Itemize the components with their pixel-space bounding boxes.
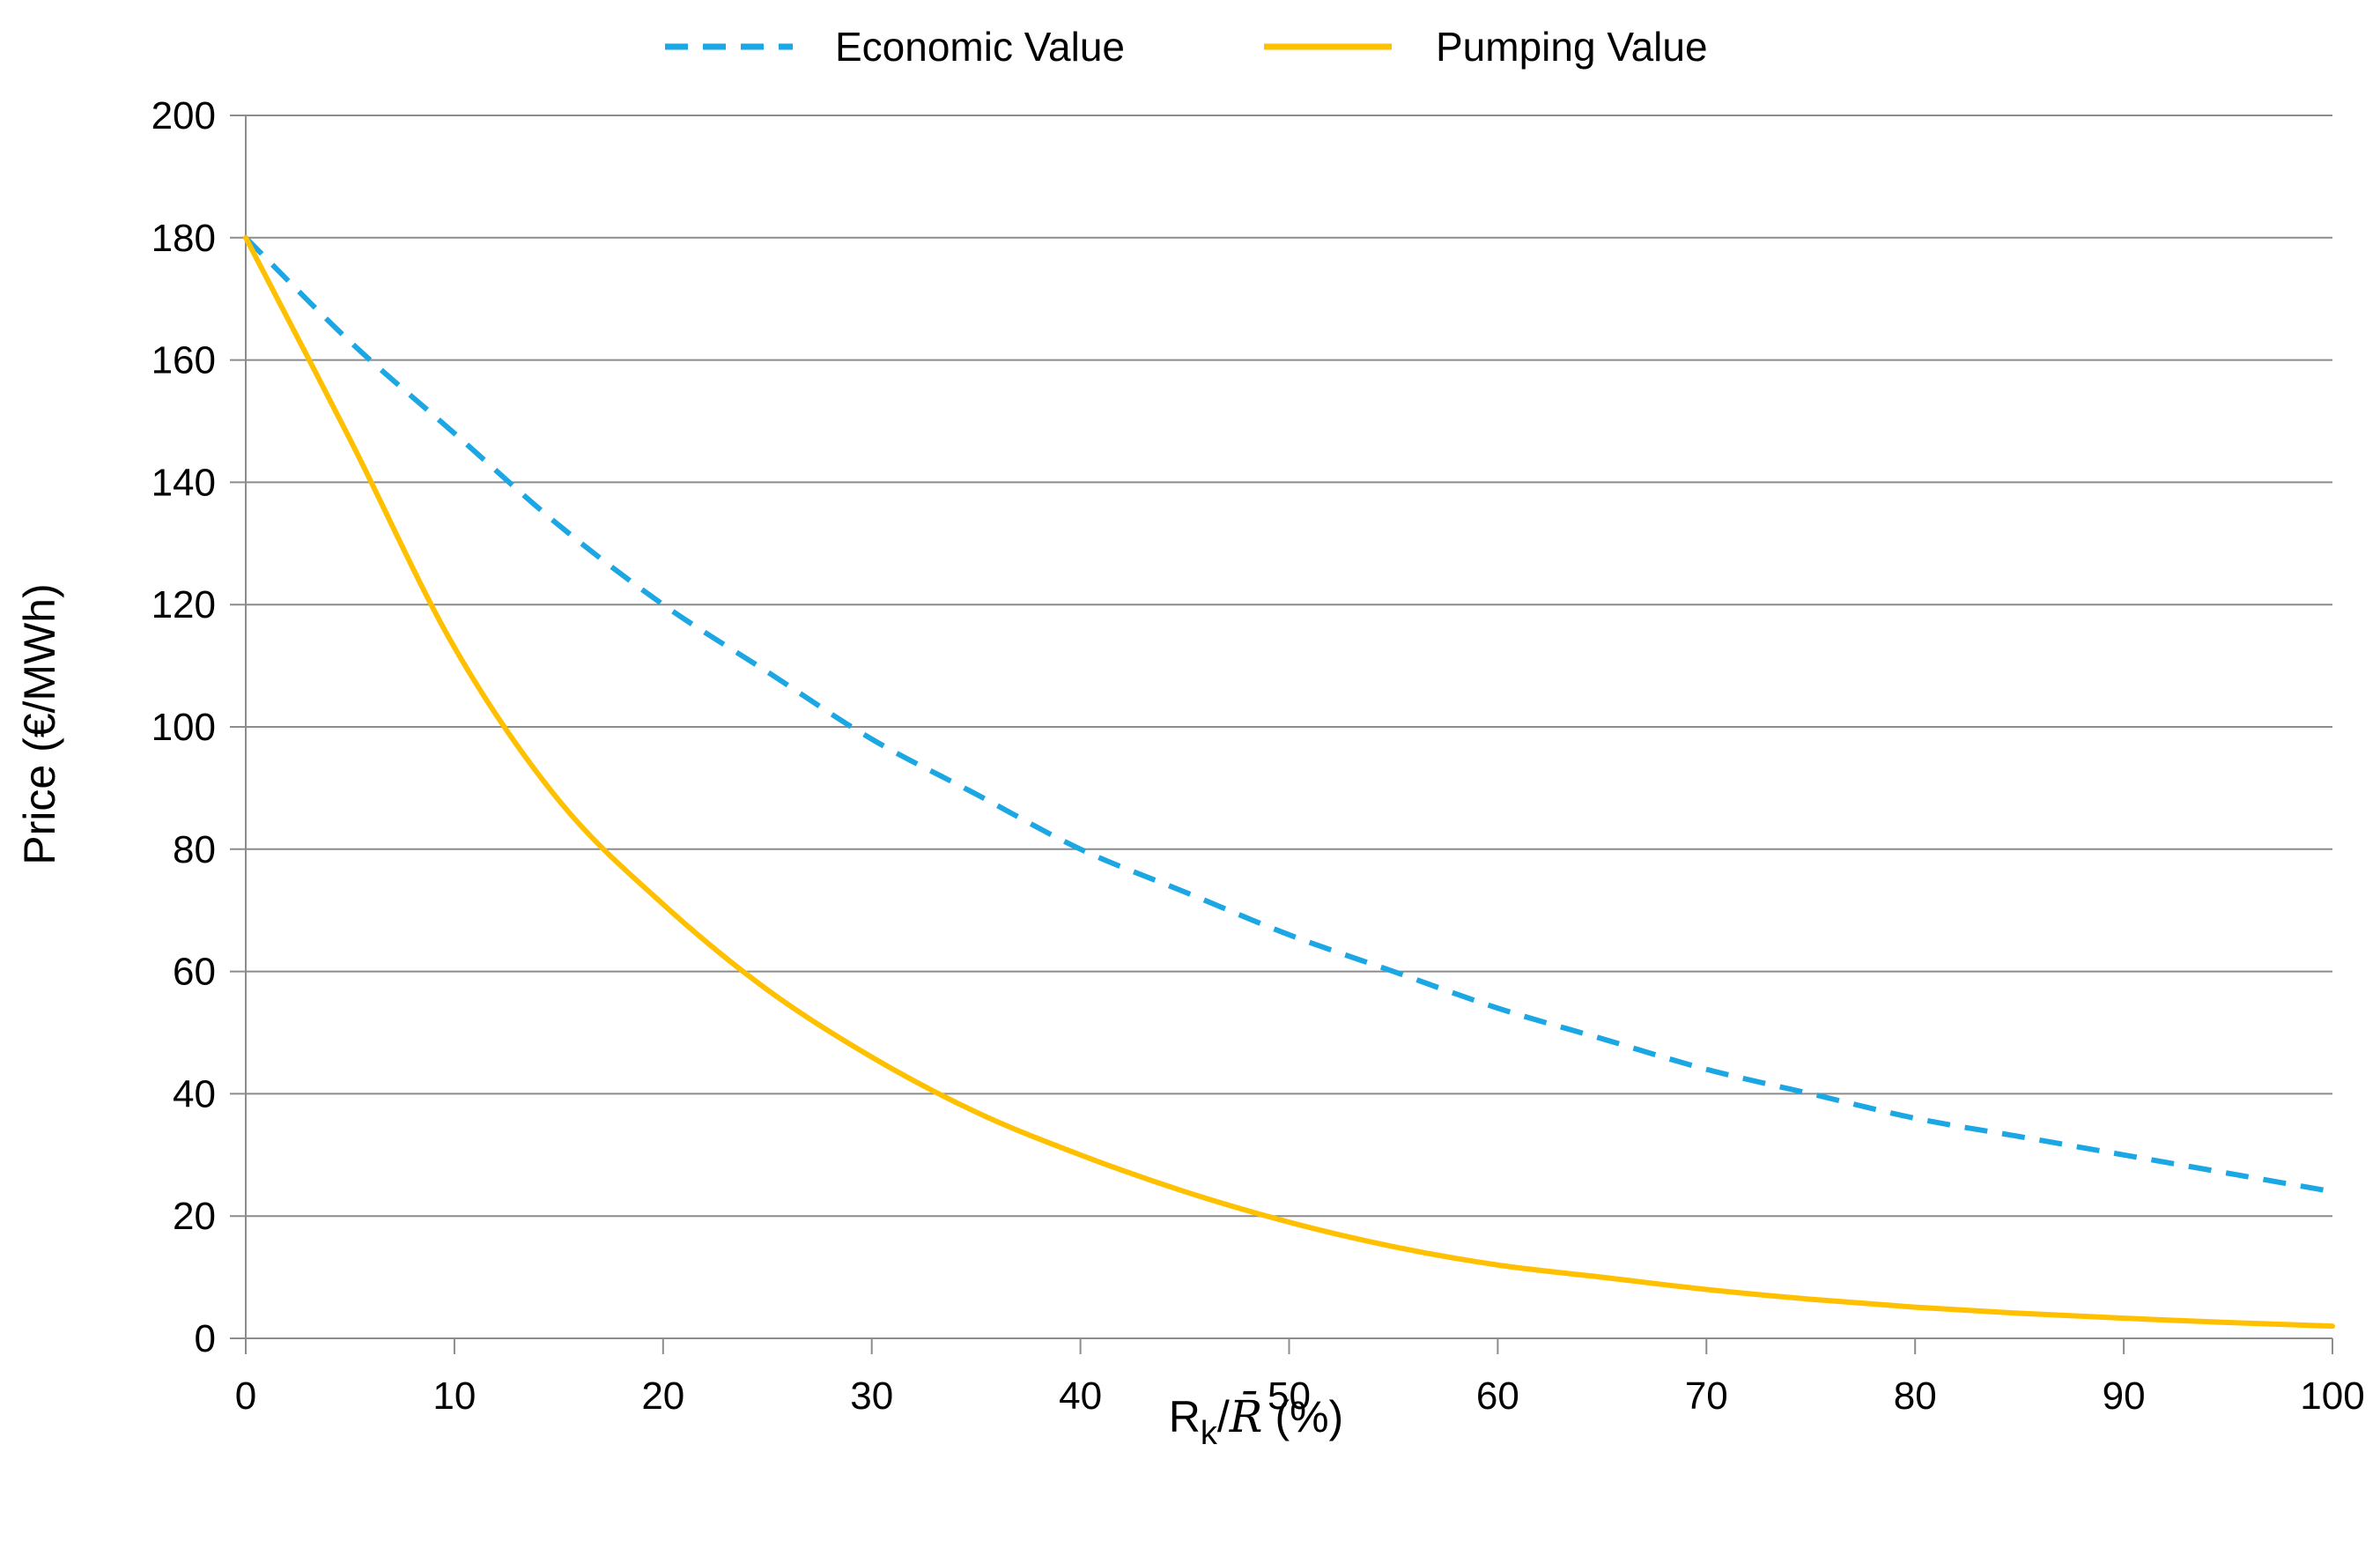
y-tick-label-20: 20 xyxy=(173,1195,216,1238)
x-tick-label-0: 0 xyxy=(235,1374,256,1418)
y-tick-label-60: 60 xyxy=(173,951,216,994)
y-tick-label-200: 200 xyxy=(152,94,216,137)
x-tick-label-60: 60 xyxy=(1476,1374,1519,1418)
x-axis-title: Rk/R̄ (%) xyxy=(1169,1390,1343,1452)
x-axis-title-prefix: R xyxy=(1169,1392,1201,1441)
series-layer xyxy=(243,234,2335,1330)
y-tick-label-100: 100 xyxy=(152,706,216,749)
x-tick-label-30: 30 xyxy=(850,1374,893,1418)
x-tick-label-70: 70 xyxy=(1685,1374,1728,1418)
series-line-pumping-value xyxy=(243,234,2335,1330)
x-axis-title-suffix: (%) xyxy=(1275,1392,1343,1441)
x-axis-title-symbol: R̄ xyxy=(1229,1390,1263,1442)
x-axis-title-subscript: k xyxy=(1201,1415,1218,1452)
x-tick-label-10: 10 xyxy=(432,1374,476,1418)
y-tick-label-80: 80 xyxy=(173,828,216,871)
y-tick-label-160: 160 xyxy=(152,339,216,382)
x-tick-label-40: 40 xyxy=(1059,1374,1102,1418)
y-tick-label-40: 40 xyxy=(173,1072,216,1115)
y-tick-label-0: 0 xyxy=(195,1317,216,1360)
legend: Economic Value Pumping Value xyxy=(665,24,1708,70)
legend-label-economic-value: Economic Value xyxy=(835,24,1125,70)
x-tick-label-100: 100 xyxy=(2300,1374,2364,1418)
y-tick-label-180: 180 xyxy=(152,217,216,260)
x-axis-title-slash: / xyxy=(1217,1392,1230,1441)
x-tick-label-50: 50 xyxy=(1268,1374,1311,1418)
y-tick-label-140: 140 xyxy=(152,461,216,504)
series-line-economic-value xyxy=(243,235,2333,1195)
y-axis-title: Price (€/MWh) xyxy=(15,583,64,864)
x-tick-label-80: 80 xyxy=(1894,1374,1937,1418)
grid-layer xyxy=(246,115,2332,1218)
axis-layer: 0 20 40 60 80 100 120 140 160 180 200 0 10 20 30 40 50 60… xyxy=(152,94,2365,1418)
x-tick-label-20: 20 xyxy=(641,1374,684,1418)
legend-label-pumping-value: Pumping Value xyxy=(1436,24,1708,70)
x-tick-label-90: 90 xyxy=(2103,1374,2146,1418)
y-tick-label-120: 120 xyxy=(152,583,216,626)
